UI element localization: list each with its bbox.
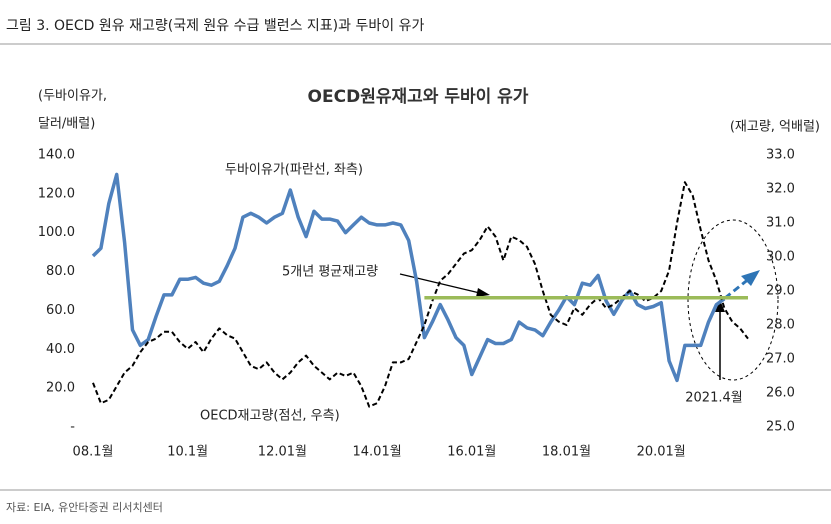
- chart-title: OECD원유재고와 두바이 유가: [308, 87, 529, 107]
- label-arrowhead: [476, 288, 490, 297]
- x-tick-label: 16.01월: [447, 445, 496, 460]
- figure-caption: 그림 3. OECD 원유 재고량(국제 원유 수급 밸런스 지표)과 두바이 …: [6, 18, 424, 34]
- y2-tick-label: 27.0: [766, 352, 795, 367]
- x-tick-label: 08.1월: [73, 445, 114, 460]
- y-tick-label: -: [70, 420, 75, 435]
- projection-arrow: [724, 276, 751, 300]
- x-tick-label: 14.01월: [353, 445, 402, 460]
- y-axis-label: 달러/배럴): [38, 117, 95, 132]
- label-arrow: [399, 273, 485, 295]
- x-tick-label: 20.01월: [637, 445, 686, 460]
- series-label: OECD재고량(점선, 우측): [200, 409, 340, 424]
- y2-axis-label: (재고량, 억배럴): [730, 120, 820, 135]
- highlight-ellipse: [687, 219, 779, 381]
- y2-tick-label: 28.0: [766, 318, 795, 333]
- y-tick-label: 120.0: [38, 186, 75, 201]
- y-tick-label: 60.0: [46, 303, 75, 318]
- y2-tick-label: 30.0: [766, 250, 795, 265]
- y2-tick-label: 26.0: [766, 386, 795, 401]
- series-label: 5개년 평균재고량: [282, 265, 378, 280]
- annotation-arrowhead: [715, 300, 725, 312]
- y-axis-label: (두바이유가,: [38, 89, 107, 104]
- source-note: 자료: EIA, 유안타증권 리서치센터: [6, 501, 163, 514]
- y-tick-label: 100.0: [38, 225, 75, 240]
- x-tick-label: 12.01월: [258, 445, 307, 460]
- y-tick-label: 80.0: [46, 264, 75, 279]
- series-line: [92, 181, 749, 408]
- y-tick-label: 40.0: [46, 342, 75, 357]
- y-tick-label: 140.0: [38, 148, 75, 163]
- series-label: 두바이유가(파란선, 좌측): [225, 163, 363, 178]
- y2-tick-label: 29.0: [766, 284, 795, 299]
- y2-tick-label: 33.0: [766, 148, 795, 163]
- y2-tick-label: 25.0: [766, 420, 795, 435]
- y2-tick-label: 32.0: [766, 182, 795, 197]
- y-tick-label: 20.0: [46, 381, 75, 396]
- y2-tick-label: 31.0: [766, 216, 795, 231]
- annotation: 2021.4월: [685, 391, 742, 406]
- x-tick-label: 18.01월: [542, 445, 591, 460]
- projection-arrowhead: [741, 270, 760, 286]
- x-tick-label: 10.1월: [167, 445, 208, 460]
- series-line: [91, 172, 726, 383]
